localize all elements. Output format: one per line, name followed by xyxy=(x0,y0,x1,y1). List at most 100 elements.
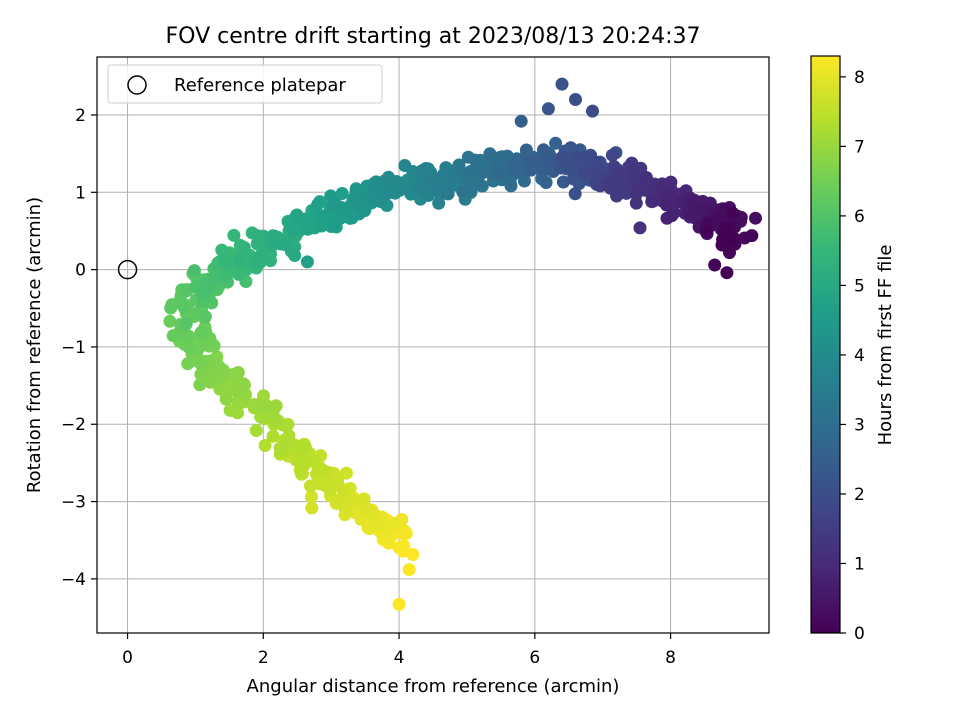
data-point xyxy=(388,517,401,530)
x-tick-label: 4 xyxy=(394,648,405,668)
x-axis-ticks: 0 2 4 6 8 xyxy=(122,633,676,668)
data-point xyxy=(449,169,462,183)
colorbar-tick-label: 6 xyxy=(854,207,865,227)
legend-marker-icon xyxy=(127,75,147,95)
data-point xyxy=(317,464,331,478)
y-tick-label: 0 xyxy=(75,261,86,281)
colorbar-tick-label: 4 xyxy=(854,346,865,366)
data-point xyxy=(532,156,546,169)
data-point xyxy=(267,235,281,248)
data-point xyxy=(724,233,738,247)
data-point xyxy=(358,202,372,216)
colorbar-tick-label: 3 xyxy=(854,415,865,435)
data-point xyxy=(249,424,263,437)
data-point xyxy=(331,495,345,508)
data-point xyxy=(299,212,313,226)
data-point xyxy=(406,548,420,561)
data-point xyxy=(610,189,624,203)
y-tick-label: −3 xyxy=(61,493,86,513)
data-point xyxy=(182,341,196,355)
data-point xyxy=(392,541,406,555)
data-point xyxy=(463,165,477,179)
data-point xyxy=(165,298,179,312)
data-point xyxy=(288,249,302,262)
data-point xyxy=(256,400,270,414)
data-point xyxy=(468,153,482,167)
data-point xyxy=(517,174,531,188)
data-point xyxy=(632,182,646,196)
colorbar-gradient xyxy=(811,56,840,633)
legend-label: Reference platepar xyxy=(174,75,346,96)
data-point xyxy=(555,77,569,91)
colorbar-tick-label: 7 xyxy=(854,137,865,157)
chart-title: FOV centre drift starting at 2023/08/13 … xyxy=(166,24,701,49)
data-point xyxy=(633,221,647,235)
y-tick-label: 2 xyxy=(75,106,86,126)
data-point xyxy=(537,143,550,157)
data-point xyxy=(357,492,371,506)
data-point xyxy=(223,403,237,417)
data-point xyxy=(708,258,722,272)
data-point xyxy=(504,179,518,193)
y-axis-label: Rotation from reference (arcmin) xyxy=(24,197,45,493)
data-point xyxy=(556,175,570,189)
data-point xyxy=(187,264,201,278)
data-point xyxy=(397,524,411,538)
data-point xyxy=(745,229,759,243)
data-point xyxy=(605,148,619,162)
colorbar-tick-label: 0 xyxy=(854,624,865,644)
colorbar-tick-label: 2 xyxy=(854,485,865,505)
data-point xyxy=(642,176,656,190)
data-point xyxy=(369,175,383,189)
colorbar-label: Hours from first FF file xyxy=(875,245,896,446)
data-point xyxy=(337,484,351,498)
data-point xyxy=(305,490,318,504)
colorbar: 0 1 2 3 4 5 6 7 8 Hours from first FF file xyxy=(810,55,896,644)
data-point xyxy=(233,254,247,268)
reference-marker xyxy=(117,259,138,280)
data-point xyxy=(549,136,563,150)
x-tick-label: 8 xyxy=(665,648,676,668)
data-point xyxy=(609,171,623,185)
data-point xyxy=(629,196,643,210)
y-tick-label: −4 xyxy=(61,570,86,590)
data-point xyxy=(507,162,521,176)
x-axis-label: Angular distance from reference (arcmin) xyxy=(247,676,620,697)
colorbar-tick-label: 5 xyxy=(854,276,865,296)
data-point xyxy=(568,187,582,201)
data-point xyxy=(300,255,314,269)
data-point xyxy=(398,159,412,172)
data-point xyxy=(231,366,245,379)
plot-frame xyxy=(96,56,770,634)
y-tick-label: −1 xyxy=(61,338,86,358)
data-point xyxy=(198,310,212,324)
data-point xyxy=(194,367,208,381)
data-point xyxy=(273,441,287,455)
data-point xyxy=(237,377,250,391)
data-point xyxy=(298,440,312,454)
data-point xyxy=(555,150,569,164)
data-point xyxy=(572,177,586,191)
data-point xyxy=(456,185,470,199)
x-tick-label: 6 xyxy=(529,648,540,668)
colorbar-ticks: 0 1 2 3 4 5 6 7 8 xyxy=(840,68,865,644)
y-tick-label: 1 xyxy=(75,183,86,203)
data-point xyxy=(483,147,497,161)
data-point xyxy=(251,229,265,243)
data-point xyxy=(163,314,177,328)
data-point xyxy=(278,238,291,251)
data-point xyxy=(578,166,592,180)
data-point xyxy=(539,176,553,189)
data-point xyxy=(476,165,490,179)
data-point xyxy=(665,209,679,223)
data-point xyxy=(335,187,349,200)
colorbar-tick-label: 1 xyxy=(854,554,865,574)
data-point xyxy=(541,102,555,116)
data-point xyxy=(294,455,308,469)
data-point xyxy=(258,439,272,452)
data-point xyxy=(254,249,268,263)
data-point xyxy=(264,254,277,268)
data-point xyxy=(699,225,713,239)
data-point xyxy=(490,167,504,181)
